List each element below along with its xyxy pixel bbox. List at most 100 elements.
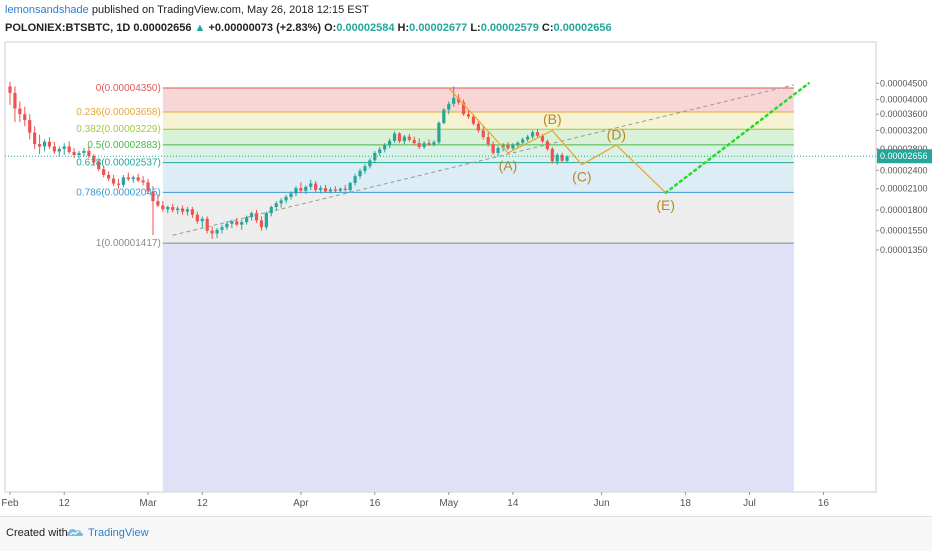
candle (378, 149, 382, 153)
candle (442, 109, 446, 123)
x-tick-label: 12 (197, 498, 209, 509)
candle (437, 122, 441, 143)
candle (422, 143, 426, 147)
tradingview-link[interactable]: TradingView (88, 527, 149, 539)
high-label: H: (397, 22, 410, 34)
candle (294, 188, 298, 194)
candle (87, 150, 91, 157)
candle (368, 160, 372, 167)
candle (215, 229, 219, 234)
candle (180, 208, 185, 212)
close-value: 0.00002656 (553, 22, 612, 34)
candle (141, 180, 145, 183)
candle (37, 144, 42, 147)
candle (18, 108, 22, 115)
candle (72, 151, 76, 155)
candle (506, 145, 510, 149)
candle (116, 183, 121, 185)
candle (146, 182, 150, 192)
candle (461, 102, 466, 115)
low-value: 0.00002579 (480, 22, 539, 34)
fib-level-label: 0(0.00004350) (96, 83, 161, 94)
y-tick-label: 0.00001550 (880, 226, 928, 236)
candle (220, 227, 224, 230)
open-value: 0.00002584 (336, 22, 395, 34)
x-tick-label: Jul (743, 498, 756, 509)
candle (77, 152, 81, 155)
created-with-text: Created with (6, 527, 68, 539)
candle (249, 213, 254, 218)
change-arrow-icon: ▲ (194, 22, 206, 34)
candle (161, 205, 165, 210)
candle (126, 177, 130, 180)
x-tick-label: 14 (507, 498, 519, 509)
candle (516, 142, 520, 145)
fib-zone (162, 88, 794, 112)
fib-level-label: 0.382(0.00003229) (76, 124, 161, 135)
projection-line (664, 82, 810, 194)
candle (555, 154, 559, 162)
candle (67, 146, 71, 152)
candle (269, 207, 273, 214)
candle (417, 143, 421, 147)
symbol-label[interactable]: POLONIEX:BTSBTC, 1D (5, 22, 131, 34)
fib-level-label: 0.5(0.00002883) (87, 140, 160, 151)
low-label: L: (470, 22, 481, 34)
candle (338, 188, 342, 191)
fib-level-label: 0.236(0.00003658) (76, 107, 161, 118)
candle (348, 182, 352, 191)
candle (52, 146, 56, 152)
candle (23, 114, 27, 121)
fib-zone (162, 129, 794, 145)
candle (245, 217, 249, 223)
candle (466, 114, 471, 117)
candle (210, 230, 214, 234)
author-link[interactable]: lemonsandshade (5, 4, 89, 16)
current-price-badge (877, 149, 932, 164)
candle (526, 136, 530, 140)
candle (102, 169, 106, 175)
x-tick-label: 16 (818, 498, 830, 509)
candle (402, 136, 406, 142)
elliott-wave-path (448, 87, 667, 194)
y-tick-label: 0.00002400 (880, 165, 928, 175)
candle (491, 144, 495, 153)
candle (383, 145, 387, 150)
x-tick-label: Mar (139, 498, 157, 509)
y-tick-label: 0.00003200 (880, 125, 928, 135)
candle (565, 156, 569, 161)
candle (176, 208, 180, 211)
candle (545, 141, 549, 149)
candle (8, 86, 12, 93)
footer-bar: Created with TradingView (0, 516, 932, 551)
tradingview-logo-icon[interactable] (66, 526, 84, 540)
candle (476, 123, 480, 131)
candle (412, 139, 416, 144)
y-tick-label: 0.00003600 (880, 109, 928, 119)
candle (42, 141, 47, 147)
y-tick-label: 0.00002800 (880, 144, 928, 154)
candle (264, 213, 268, 228)
candle (511, 144, 515, 149)
wave-label: (C) (572, 169, 591, 185)
candle (314, 183, 318, 191)
price-chart[interactable]: 0(0.00004350) 0.236(0.00003658) 0.382(0.00… (0, 0, 932, 516)
candle (471, 116, 476, 124)
wave-label: (B) (543, 111, 562, 127)
candle (97, 162, 101, 170)
candle (240, 222, 244, 225)
candle (166, 207, 170, 210)
candle (501, 145, 505, 148)
candle (92, 156, 96, 163)
candle (33, 132, 37, 145)
candle (131, 177, 135, 180)
candle (289, 193, 293, 197)
candle (540, 135, 545, 142)
candle (111, 178, 116, 184)
symbol-line: POLONIEX:BTSBTC, 1D 0.00002656 ▲ +0.0000… (5, 22, 612, 34)
y-tick-label: 0.00002100 (880, 184, 928, 194)
wave-label: (D) (607, 126, 626, 142)
candle (171, 207, 175, 211)
wave-label: (E) (656, 197, 675, 213)
last-price: 0.00002656 (133, 22, 192, 34)
